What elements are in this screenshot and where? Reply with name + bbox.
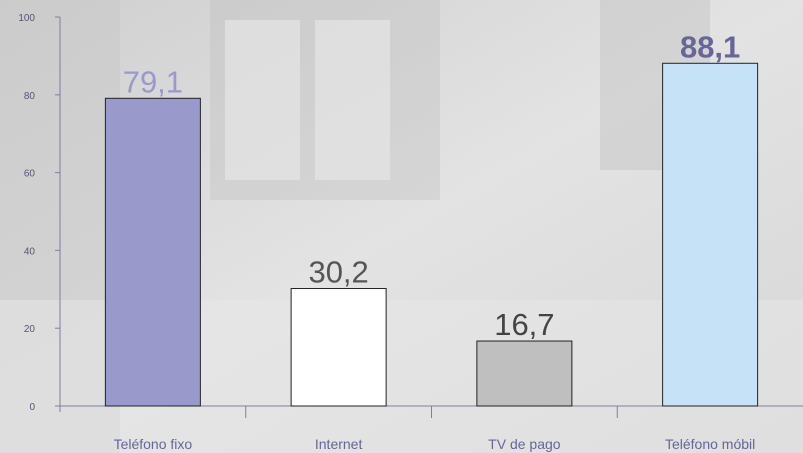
labels: 79,1 Teléfono fixo 30,2 Internet 16,7 TV de p… [114, 29, 756, 452]
y-tick-label: 100 [18, 13, 35, 24]
bar [104, 97, 201, 407]
data-label: 79,1 [123, 64, 183, 99]
bars [104, 62, 759, 407]
y-tick-label: 80 [24, 91, 36, 102]
bar [476, 340, 573, 407]
data-label: 30,2 [308, 255, 368, 290]
y-tick-label: 0 [29, 402, 35, 413]
category-label: Internet [315, 436, 363, 452]
y-tick-label: 20 [24, 324, 36, 335]
data-label: 88,1 [680, 29, 740, 64]
category-label: Teléfono fixo [114, 436, 193, 452]
y-tick-label: 60 [24, 169, 36, 180]
bar [662, 62, 759, 407]
category-label: TV de pago [488, 436, 561, 452]
bar [290, 288, 387, 407]
category-label: Teléfono móbil [665, 436, 755, 452]
y-tick-label: 40 [24, 246, 36, 257]
data-label: 16,7 [494, 307, 554, 342]
